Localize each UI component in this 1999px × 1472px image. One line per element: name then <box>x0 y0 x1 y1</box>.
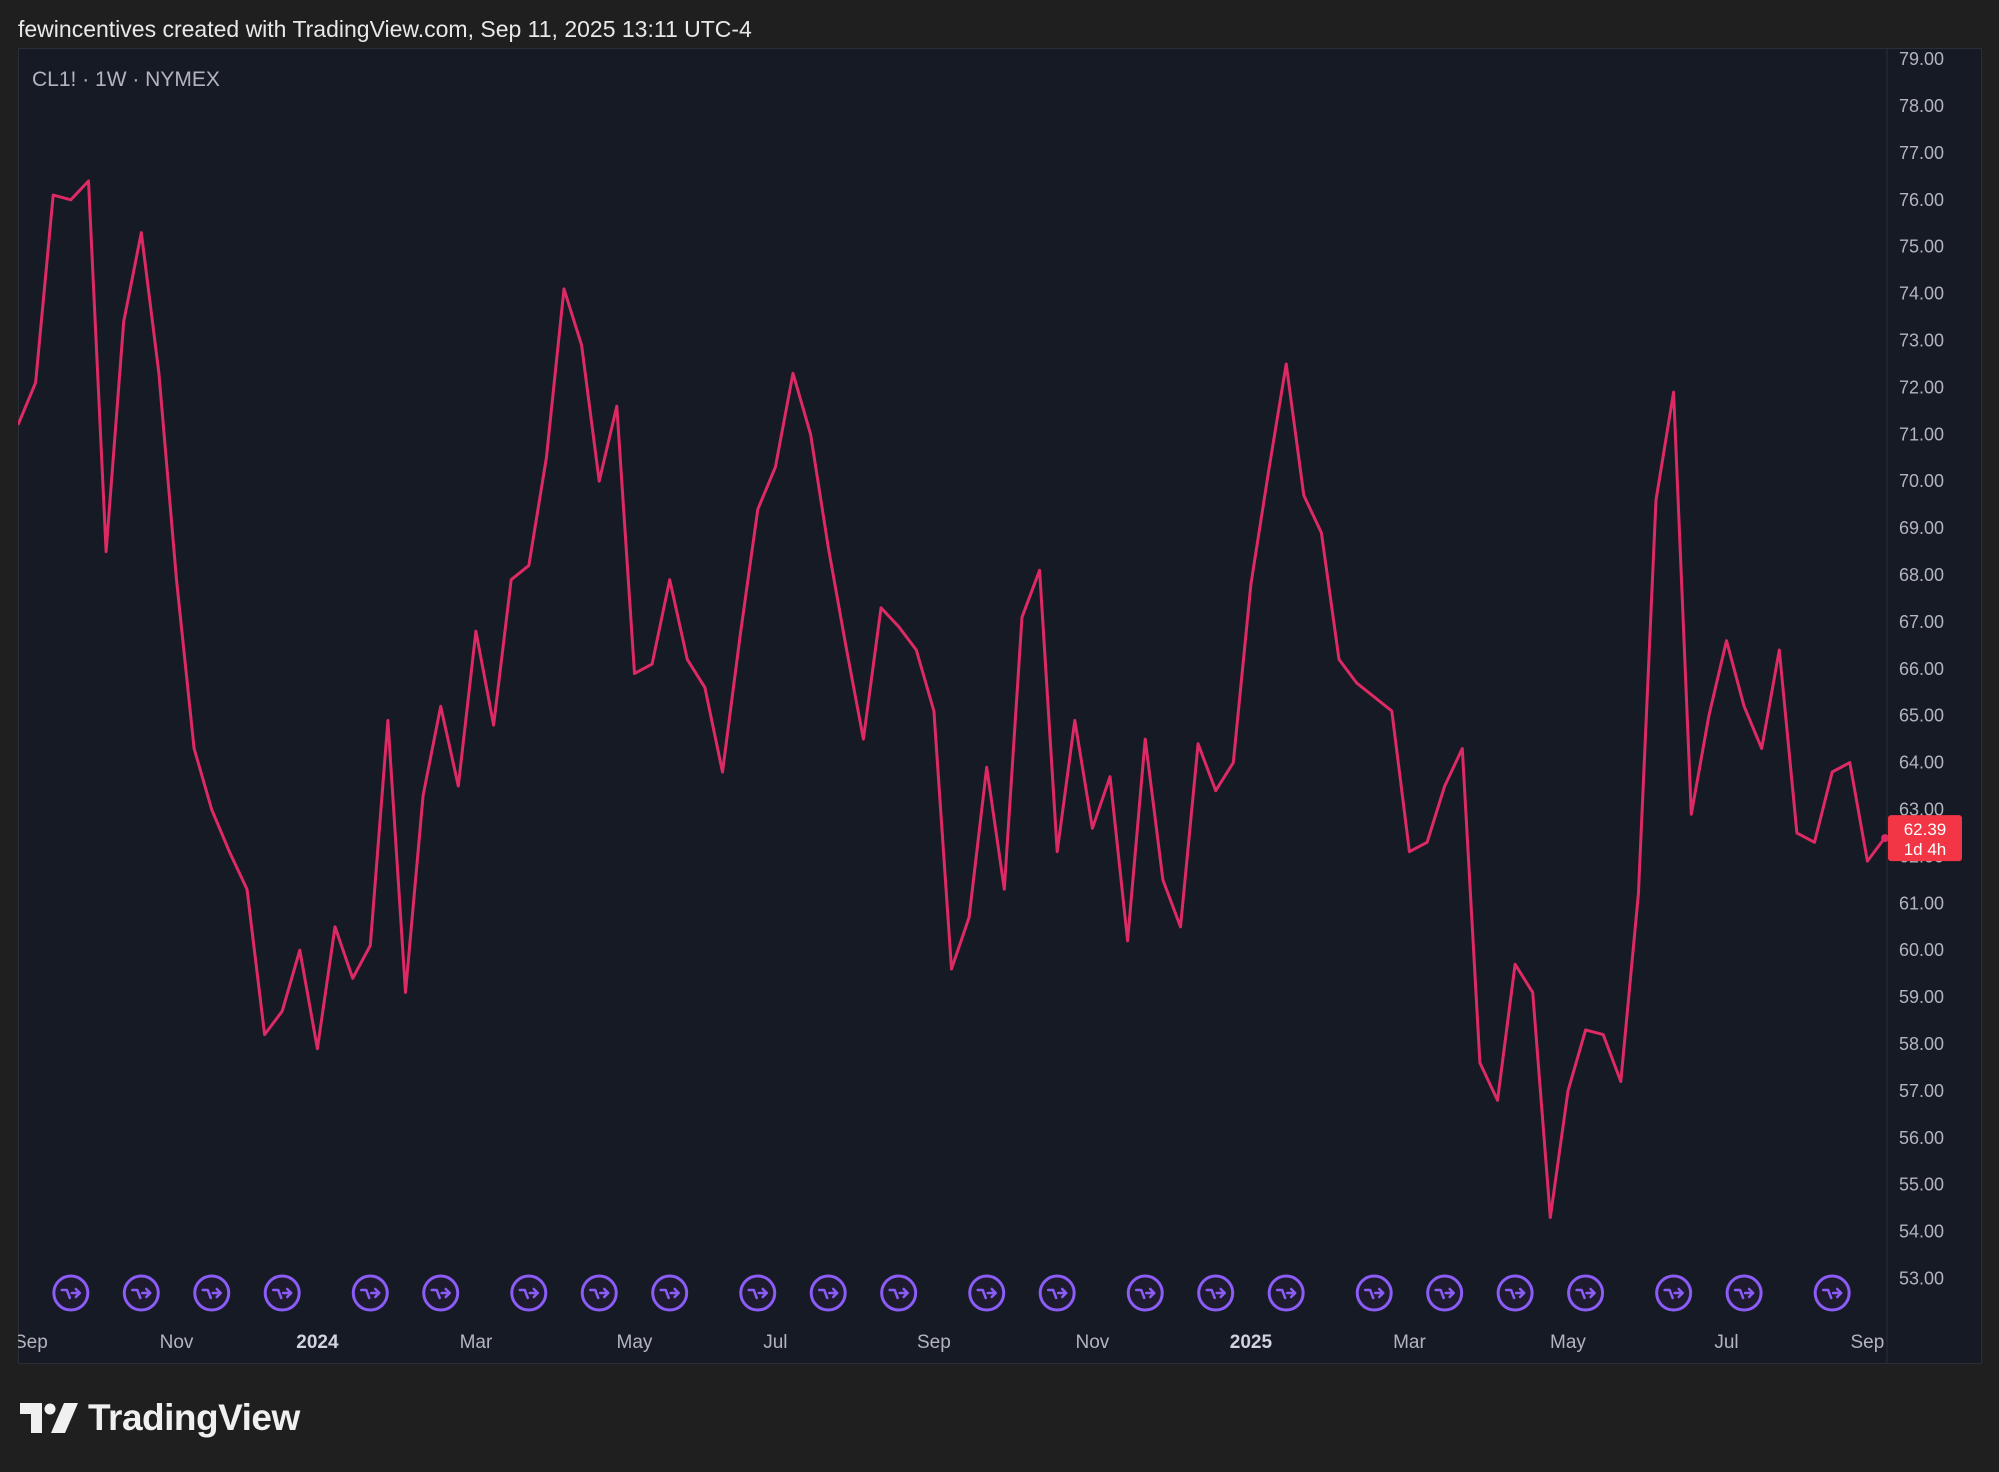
event-icon[interactable] <box>1126 1274 1164 1312</box>
y-tick-label: 65.00 <box>1899 706 1944 726</box>
y-tick-label: 72.00 <box>1899 377 1944 397</box>
event-icon[interactable] <box>351 1274 389 1312</box>
y-tick-label: 76.00 <box>1899 190 1944 210</box>
y-tick-label: 73.00 <box>1899 331 1944 351</box>
y-tick-label: 75.00 <box>1899 237 1944 257</box>
last-price-tag-background <box>1888 815 1962 862</box>
event-icon[interactable] <box>880 1274 918 1312</box>
y-tick-label: 53.00 <box>1899 1269 1944 1289</box>
y-tick-label: 57.00 <box>1899 1081 1944 1101</box>
event-icon[interactable] <box>263 1274 301 1312</box>
y-tick-label: 77.00 <box>1899 143 1944 163</box>
x-tick-label: May <box>617 1332 653 1353</box>
y-tick-label: 68.00 <box>1899 565 1944 585</box>
last-point-marker <box>1881 834 1889 843</box>
chart-attribution-header: fewincentives created with TradingView.c… <box>18 16 752 42</box>
y-tick-label: 58.00 <box>1899 1034 1944 1054</box>
event-icon[interactable] <box>580 1274 618 1312</box>
x-tick-label: Sep <box>917 1332 951 1353</box>
event-icon[interactable] <box>193 1274 231 1312</box>
y-tick-label: 59.00 <box>1899 987 1944 1007</box>
x-tick-label: Jul <box>1714 1332 1738 1353</box>
y-axis[interactable]: 53.00 54.00 55.00 56.00 57.00 58.00 59.00 60.00… <box>1886 48 1944 1364</box>
x-tick-label: Sep <box>18 1332 48 1353</box>
event-icon[interactable] <box>809 1274 847 1312</box>
y-tick-label: 70.00 <box>1899 471 1944 491</box>
y-tick-label: 56.00 <box>1899 1128 1944 1148</box>
last-price-countdown: 1d 4h <box>1904 840 1947 859</box>
y-tick-label: 74.00 <box>1899 284 1944 304</box>
y-tick-label: 71.00 <box>1899 424 1944 444</box>
y-tick-label: 78.00 <box>1899 96 1944 116</box>
event-icon[interactable] <box>1655 1274 1693 1312</box>
event-icon[interactable] <box>1355 1274 1393 1312</box>
last-price-tag: 62.39 1d 4h <box>1888 815 1962 862</box>
event-icon[interactable] <box>122 1274 160 1312</box>
event-icon[interactable] <box>52 1274 90 1312</box>
chart-panel[interactable] <box>18 48 1982 1364</box>
y-tick-label: 66.00 <box>1899 659 1944 679</box>
event-icon[interactable] <box>510 1274 548 1312</box>
tradingview-logo[interactable]: TradingView <box>20 1396 300 1440</box>
event-icon[interactable] <box>1267 1274 1305 1312</box>
x-tick-label: Mar <box>1393 1332 1426 1353</box>
tradingview-logo-icon <box>20 1403 78 1433</box>
x-tick-label: May <box>1550 1332 1586 1353</box>
symbol-label[interactable]: CL1! · 1W · NYMEX <box>32 68 220 91</box>
y-tick-label: 54.00 <box>1899 1222 1944 1242</box>
price-chart[interactable]: 53.00 54.00 55.00 56.00 57.00 58.00 59.00 60.00… <box>18 48 1982 1364</box>
event-icon[interactable] <box>1426 1274 1464 1312</box>
event-icon[interactable] <box>651 1274 689 1312</box>
event-icon[interactable] <box>739 1274 777 1312</box>
y-tick-label: 60.00 <box>1899 940 1944 960</box>
x-tick-label: 2024 <box>296 1332 339 1353</box>
y-tick-label: 67.00 <box>1899 612 1944 632</box>
x-tick-label: Sep <box>1850 1332 1884 1353</box>
last-price-value: 62.39 <box>1904 820 1947 839</box>
price-line-series[interactable] <box>18 179 1887 1219</box>
event-icon[interactable] <box>968 1274 1006 1312</box>
x-tick-label: Mar <box>460 1332 493 1353</box>
y-tick-label: 79.00 <box>1899 49 1944 69</box>
event-icon[interactable] <box>422 1274 460 1312</box>
x-tick-label: Nov <box>1076 1332 1110 1353</box>
tradingview-logo-text: TradingView <box>88 1397 300 1438</box>
event-icon[interactable] <box>1496 1274 1534 1312</box>
series-layer <box>18 179 1889 1219</box>
event-icon[interactable] <box>1197 1274 1235 1312</box>
event-icon[interactable] <box>1813 1274 1851 1312</box>
y-tick-label: 61.00 <box>1899 893 1944 913</box>
y-tick-label: 55.00 <box>1899 1175 1944 1195</box>
x-tick-label: Nov <box>160 1332 194 1353</box>
y-tick-label: 64.00 <box>1899 753 1944 773</box>
event-icon[interactable] <box>1725 1274 1763 1312</box>
y-tick-label: 63.00 <box>1899 800 1944 820</box>
x-tick-label: 2025 <box>1230 1332 1273 1353</box>
events-layer <box>52 1274 1851 1312</box>
x-axis[interactable]: Sep Nov 2024 Mar May Jul Sep Nov 2025 Mar May Jul Se… <box>18 1332 1884 1353</box>
event-icon[interactable] <box>1567 1274 1605 1312</box>
event-icon[interactable] <box>1038 1274 1076 1312</box>
x-tick-label: Jul <box>763 1332 787 1353</box>
y-tick-label: 69.00 <box>1899 518 1944 538</box>
